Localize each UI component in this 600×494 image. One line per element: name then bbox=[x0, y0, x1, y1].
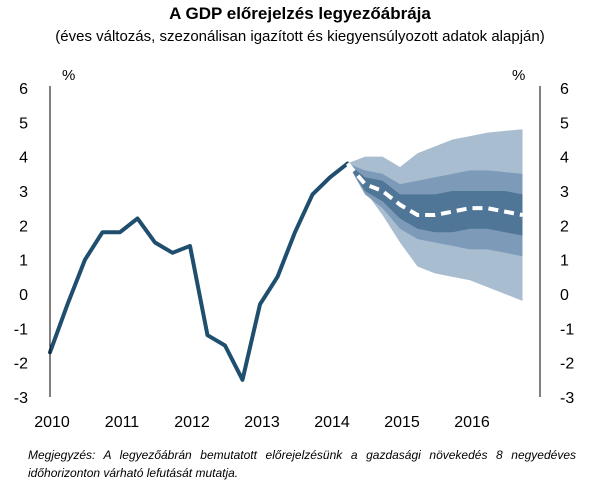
y-tick-right: -1 bbox=[560, 321, 574, 338]
y-tick-right: 1 bbox=[560, 253, 569, 270]
x-tick-label: 2016 bbox=[454, 414, 490, 431]
y-tick-left: -1 bbox=[14, 321, 28, 338]
x-tick-label: 2013 bbox=[244, 414, 280, 431]
y-tick-right: 3 bbox=[560, 184, 569, 201]
chart-title: A GDP előrejelzés legyezőábrája bbox=[169, 4, 431, 23]
series-lines bbox=[48, 161, 523, 382]
x-tick-label: 2010 bbox=[34, 414, 70, 431]
x-tick-label: 2011 bbox=[105, 414, 140, 431]
fan-band-inner bbox=[347, 163, 523, 236]
actual-gdp-line bbox=[48, 161, 350, 382]
y-tick-left: -3 bbox=[14, 390, 28, 407]
y-tick-left: 4 bbox=[19, 150, 28, 167]
x-tick-label: 2012 bbox=[174, 414, 210, 431]
axes bbox=[49, 86, 541, 397]
y-tick-right: -2 bbox=[560, 356, 574, 373]
y-tick-right: 5 bbox=[560, 115, 569, 132]
chart-note: Megjegyzés: A legyezőábrán bemutatott el… bbox=[28, 448, 576, 480]
y-tick-right: 2 bbox=[560, 218, 569, 235]
y-tick-left: 3 bbox=[19, 184, 28, 201]
chart-subtitle: (éves változás, szezonálisan igazított é… bbox=[55, 28, 545, 45]
y-tick-right: -3 bbox=[560, 390, 574, 407]
y-tick-left: 6 bbox=[19, 81, 28, 98]
y-tick-right: 4 bbox=[560, 150, 569, 167]
y-tick-left: 2 bbox=[19, 218, 28, 235]
x-tick-label: 2015 bbox=[384, 414, 420, 431]
y-tick-left: 5 bbox=[19, 115, 28, 132]
y-tick-right: 0 bbox=[560, 287, 569, 304]
y-tick-left: 0 bbox=[19, 287, 28, 304]
x-tick-label: 2014 bbox=[314, 414, 350, 431]
tick-labels: 6 6 5 5 4 4 3 3 2 2 1 1 0 0 -1 -1 -2 -2 -3 -3 2010 2011 2012 20… bbox=[14, 81, 575, 431]
forecast-median-line bbox=[345, 162, 523, 218]
y-unit-right: % bbox=[512, 67, 525, 84]
y-tick-left: 1 bbox=[19, 253, 28, 270]
y-tick-right: 6 bbox=[560, 81, 569, 98]
y-tick-left: -2 bbox=[14, 356, 28, 373]
y-unit-left: % bbox=[62, 67, 75, 84]
